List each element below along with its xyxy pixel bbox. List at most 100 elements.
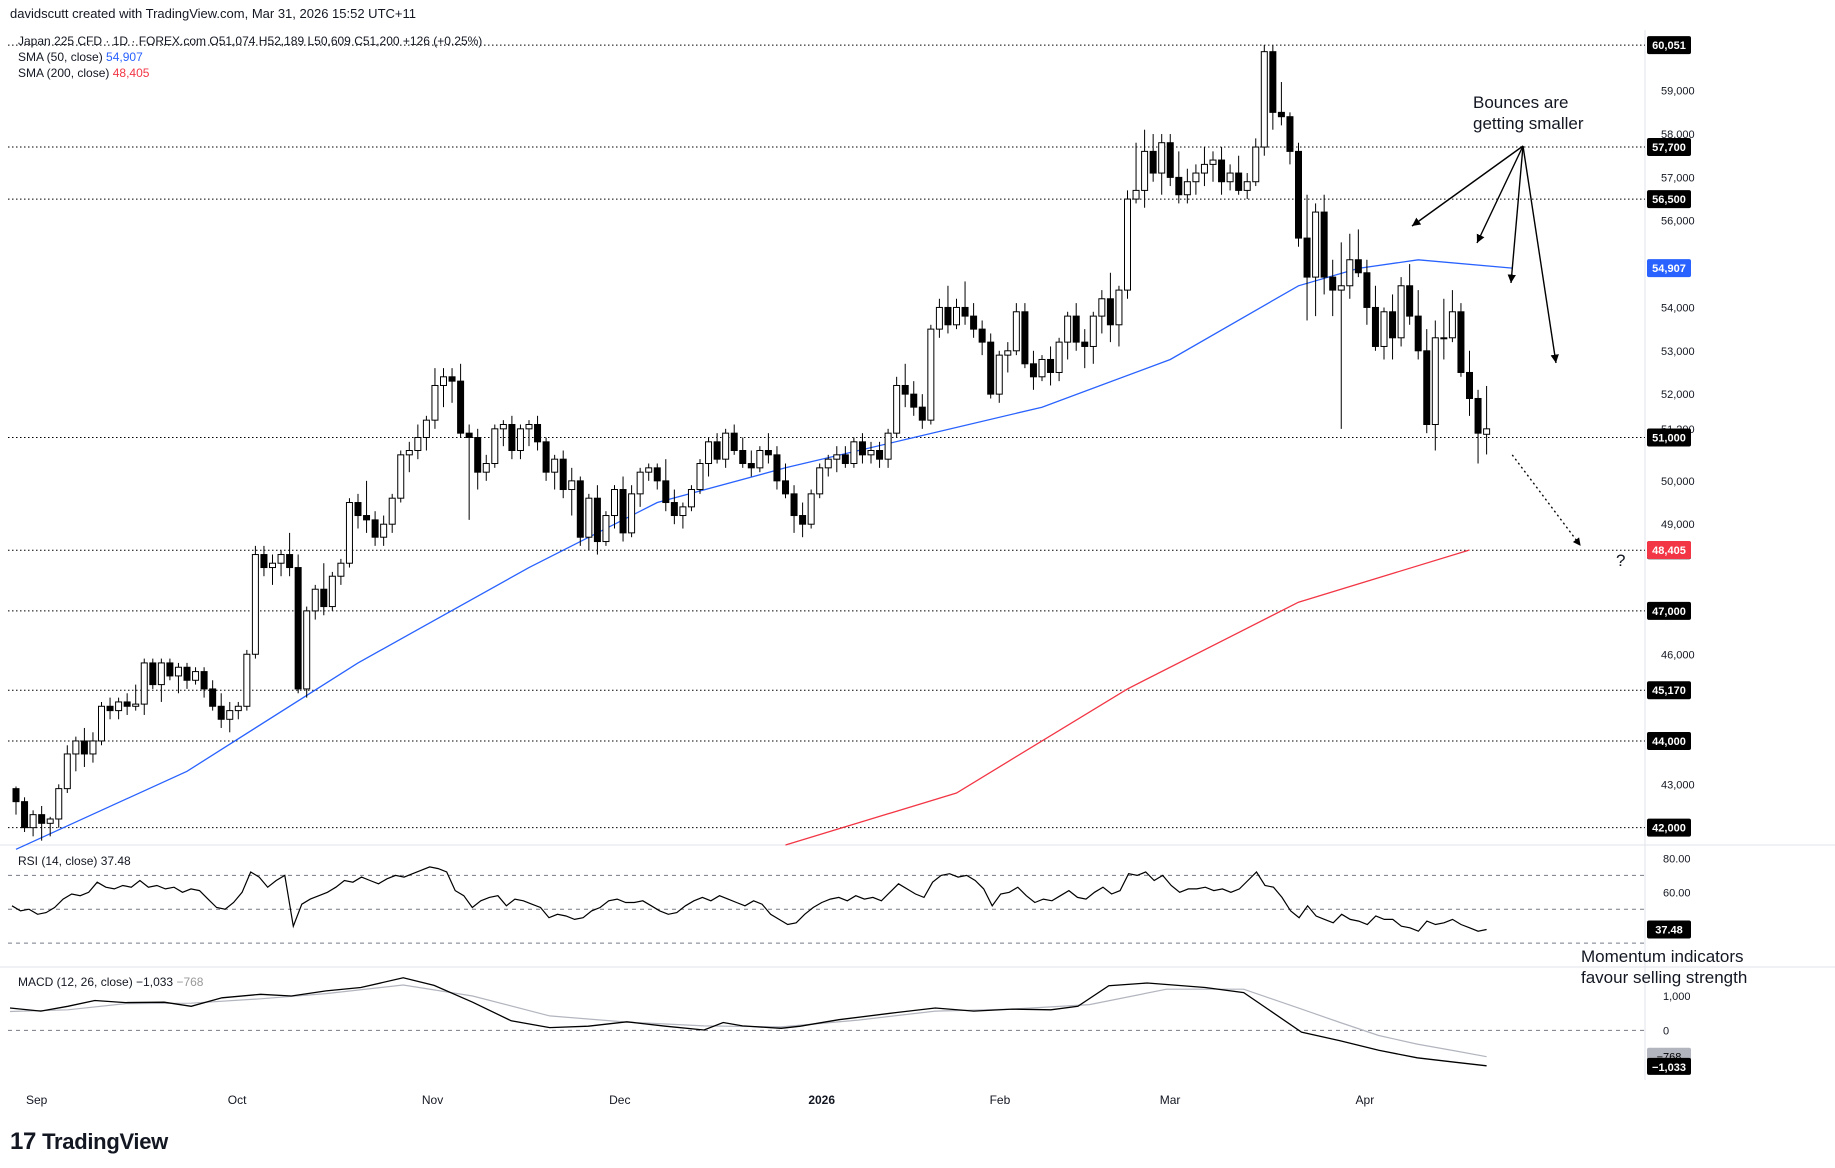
sma50-legend[interactable]: SMA (50, close) 54,907 (18, 50, 143, 64)
price-tick-label: 50,000 (1661, 476, 1695, 488)
candle-down (910, 393, 918, 408)
candle-up (1055, 341, 1063, 373)
candle-up (867, 450, 875, 456)
candle-down (465, 432, 473, 438)
macd-value-badge (1647, 1057, 1691, 1075)
price-level-badge (1647, 428, 1691, 447)
candle-down (876, 450, 884, 460)
price-tick-label: 52,000 (1661, 389, 1695, 401)
candle-up (722, 432, 730, 460)
candle-up (1064, 315, 1072, 343)
ohlc-values: O51,074 H52,189 L50,609 C51,200 +126 (+0… (209, 34, 483, 48)
candle-up (482, 463, 490, 473)
candle-up (568, 480, 576, 491)
candle-down (1175, 176, 1183, 196)
rsi-value: 37.48 (100, 854, 131, 868)
candle-up (328, 575, 336, 608)
candle-down (286, 554, 294, 569)
candle-down (1072, 315, 1080, 343)
attribution-text: davidscutt created with TradingView.com,… (10, 6, 416, 21)
candle-up (884, 432, 892, 460)
macd-legend[interactable]: MACD (12, 26, close) −1,033 −768 (18, 975, 203, 989)
candle-up (927, 328, 935, 421)
candle-down (747, 463, 755, 469)
candle-down (901, 384, 909, 395)
candle-down (320, 588, 328, 608)
candle-down (1295, 150, 1302, 239)
candle-down (1081, 341, 1089, 347)
candle-up (311, 588, 319, 612)
candle-up (46, 818, 54, 824)
candle-up (1141, 150, 1149, 191)
sma50-value: 54,907 (106, 50, 143, 64)
macd-value: −1,033 (136, 975, 174, 989)
candle-up (1192, 172, 1200, 183)
candle-down (1329, 276, 1337, 291)
candle-up (935, 306, 943, 330)
candle-up (1200, 163, 1208, 174)
macd-tick-label: 0 (1663, 1025, 1669, 1037)
candle-down (619, 489, 627, 534)
price-level-badge (1647, 36, 1691, 55)
candle-down (1218, 159, 1226, 183)
time-axis-label: 2026 (808, 1093, 835, 1107)
price-tick-label: 56,000 (1661, 216, 1695, 228)
tradingview-logo[interactable]: 17 TradingView (10, 1128, 168, 1156)
momentum-line-2: favour selling strength (1581, 968, 1748, 987)
candle-up (1012, 311, 1020, 352)
candle-up (157, 662, 165, 686)
candle-down (1466, 371, 1473, 399)
candle-down (773, 454, 781, 482)
candle-up (893, 384, 901, 434)
candle-down (217, 705, 225, 720)
sma50-label: SMA (50, close) (18, 50, 103, 64)
candle-down (961, 306, 969, 317)
candle-up (687, 489, 695, 508)
candle-down (1423, 350, 1431, 425)
sma200-badge-label: 48,405 (1652, 545, 1686, 557)
candle-down (123, 701, 131, 707)
candle-down (653, 467, 661, 482)
candle-down (1029, 363, 1037, 378)
price-level-badge-label: 47,000 (1652, 606, 1686, 618)
time-axis-label: Nov (422, 1093, 443, 1107)
candle-up (303, 610, 311, 690)
candle-up (345, 502, 353, 564)
momentum-annotation: Momentum indicators favour selling stren… (1581, 946, 1747, 988)
candle-down (944, 306, 952, 326)
time-axis-label: Apr (1356, 1093, 1375, 1107)
sma200-legend[interactable]: SMA (200, close) 48,405 (18, 66, 149, 80)
rsi-legend[interactable]: RSI (14, close) 37.48 (18, 854, 131, 868)
candle-up (1243, 181, 1251, 191)
moving-averages (15, 259, 1513, 850)
candle-up (115, 701, 123, 712)
candle-down (978, 328, 986, 343)
price-level-badge-label: 56,500 (1652, 194, 1686, 206)
candle-down (790, 493, 798, 517)
candle-down (987, 341, 995, 395)
candle-down (1406, 285, 1414, 317)
candle-up (251, 554, 259, 655)
candle-down (1371, 306, 1379, 347)
price-level-badge-label: 44,000 (1652, 736, 1686, 748)
candle-up (1483, 428, 1491, 435)
rsi-pane: 80.00 60.00 37.48 (8, 853, 1691, 944)
candle-down (841, 454, 849, 465)
candle-up (628, 493, 636, 534)
price-level-badge (1647, 138, 1691, 157)
candle-up (1440, 337, 1448, 340)
candle-down (1457, 311, 1465, 373)
candle-down (106, 705, 114, 712)
candle-up (1260, 51, 1268, 148)
candle-down (12, 788, 20, 803)
candle-up (850, 441, 858, 465)
rsi-tick-label: 60.00 (1663, 887, 1691, 899)
price-level-badge (1647, 190, 1691, 209)
candle-up (422, 419, 430, 439)
rsi-label: RSI (14, close) (18, 854, 98, 868)
time-axis: Sep Oct Nov Dec 2026 Feb Mar Apr (26, 1093, 1374, 1107)
price-level-badge-label: 45,170 (1652, 685, 1686, 697)
price-level-badge (1647, 681, 1691, 700)
